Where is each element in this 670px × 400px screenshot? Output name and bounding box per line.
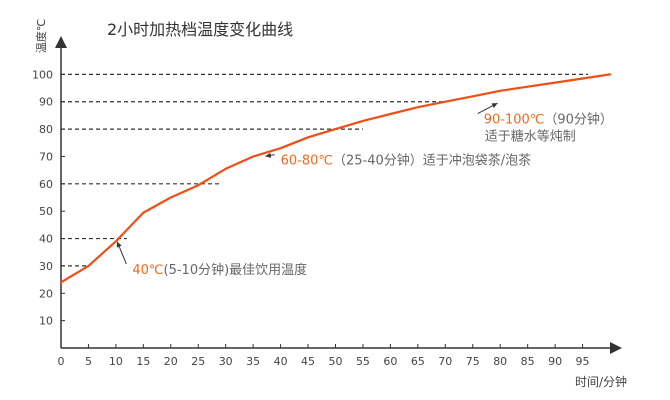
- y-tick-label-30: 30: [39, 260, 53, 273]
- annotation-1-part-0: 60-80℃: [281, 154, 333, 169]
- y-tick-label-50: 50: [39, 205, 53, 218]
- x-tick-label-30: 30: [219, 355, 233, 368]
- x-tick-label-85: 85: [521, 355, 535, 368]
- annotation-arrowhead-1: [265, 152, 272, 158]
- reference-lines: [61, 73, 589, 267]
- x-tick-label-5: 5: [85, 355, 92, 368]
- annotation-text-1: 60-80℃（25-40分钟）适于冲泡袋茶/泡茶: [281, 153, 532, 169]
- y-tick-label-20: 20: [39, 287, 53, 300]
- x-tick-label-90: 90: [548, 355, 562, 368]
- annotation-2: 90-100℃（90分钟）适于糖水等炖制: [477, 102, 613, 145]
- x-tick-label-70: 70: [438, 355, 452, 368]
- x-axis-label: 时间/分钟: [575, 374, 627, 389]
- x-tick-label-35: 35: [246, 355, 260, 368]
- annotation-0: 40℃(5-10分钟)最佳饮用温度: [116, 241, 307, 278]
- x-tick-label-50: 50: [329, 355, 343, 368]
- x-tick-label-45: 45: [301, 355, 315, 368]
- annotation-0-part-0: 40℃: [132, 263, 163, 278]
- annotation-arrowhead-0: [116, 241, 122, 248]
- x-tick-label-55: 55: [356, 355, 370, 368]
- annotation-text-2-line2: 适于糖水等炖制: [485, 129, 576, 145]
- axes: 0 5 10 15 20 25 30 35 40 45 50 55 60 65 70 75 80 85 90 95 10…: [32, 36, 622, 368]
- x-tick-label-95: 95: [576, 355, 590, 368]
- annotation-2-part-1: （90分钟）: [544, 112, 613, 128]
- y-tick-label-100: 100: [32, 68, 53, 81]
- x-tick-label-15: 15: [136, 355, 150, 368]
- annotation-arrowhead-2: [491, 103, 498, 108]
- x-tick-label-10: 10: [109, 355, 123, 368]
- x-axis-arrow: [610, 342, 622, 354]
- x-tick-label-20: 20: [164, 355, 178, 368]
- y-tick-label-90: 90: [39, 96, 53, 109]
- x-tick-label-80: 80: [493, 355, 507, 368]
- y-axis-label: 温度℃: [34, 19, 48, 53]
- x-tick-label-25: 25: [191, 355, 205, 368]
- annotation-2-part-0: 90-100℃: [484, 113, 545, 128]
- y-tick-label-10: 10: [39, 315, 53, 328]
- annotation-text-0: 40℃(5-10分钟)最佳饮用温度: [132, 262, 307, 278]
- chart-title: 2小时加热档温度变化曲线: [107, 20, 293, 39]
- y-tick-label-40: 40: [39, 233, 53, 246]
- series-layer: [59, 73, 612, 284]
- y-tick-label-60: 60: [39, 178, 53, 191]
- x-tick-label-65: 65: [411, 355, 425, 368]
- y-tick-label-70: 70: [39, 150, 53, 163]
- series-line-0: [59, 73, 612, 284]
- annotation-text-2: 90-100℃（90分钟）: [484, 112, 613, 128]
- x-tick-label-0: 0: [58, 355, 65, 368]
- x-tick-label-40: 40: [274, 355, 288, 368]
- annotations: 40℃(5-10分钟)最佳饮用温度 60-80℃（25-40分钟）适于冲泡袋茶/泡…: [116, 102, 613, 278]
- annotation-1: 60-80℃（25-40分钟）适于冲泡袋茶/泡茶: [265, 153, 531, 169]
- y-axis-arrow: [55, 36, 67, 48]
- annotation-0-part-1: (5-10分钟)最佳饮用温度: [164, 262, 308, 278]
- x-tick-label-75: 75: [466, 355, 480, 368]
- annotation-1-part-1: （25-40分钟）适于冲泡袋茶/泡茶: [333, 153, 531, 169]
- y-tick-label-80: 80: [39, 123, 53, 136]
- x-tick-label-60: 60: [383, 355, 397, 368]
